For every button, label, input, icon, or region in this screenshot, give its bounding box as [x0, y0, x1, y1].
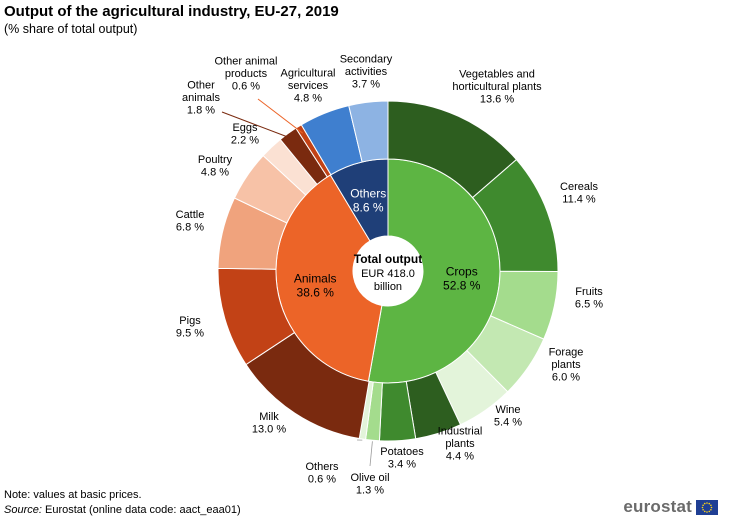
outer-value-forage-plants: 6.0 %	[552, 372, 580, 384]
outer-value-fruits: 6.5 %	[575, 298, 603, 310]
outer-label-olive-oil: Olive oil	[350, 472, 389, 484]
outer-label-other-animal-products-1: Other animal	[215, 56, 278, 68]
outer-value-poultry: 4.8 %	[201, 166, 229, 178]
outer-label-milk: Milk	[259, 411, 279, 423]
eurostat-logo: eurostat	[623, 497, 718, 517]
leader-line-other-animals	[221, 111, 292, 139]
outer-value-agricultural-services: 4.8 %	[294, 93, 322, 105]
outer-value-eggs: 2.2 %	[231, 134, 259, 146]
inner-label-crops: Crops	[446, 265, 478, 279]
outer-value-olive-oil: 1.3 %	[356, 484, 384, 496]
outer-label-secondary-activities-2: activities	[345, 66, 388, 78]
outer-label-cereals: Cereals	[560, 181, 598, 193]
eu-flag-icon	[696, 499, 718, 515]
center-group: Total output EUR 418.0 billion	[353, 236, 423, 306]
outer-value-cattle: 6.8 %	[176, 221, 204, 233]
chart-title: Output of the agricultural industry, EU-…	[4, 3, 339, 20]
outer-label-other-animals-2: animals	[182, 92, 220, 104]
outer-label-fruits: Fruits	[575, 286, 603, 298]
inner-label-animals: Animals	[294, 271, 337, 285]
outer-value-potatoes: 3.4 %	[388, 458, 416, 470]
outer-value-others: 0.6 %	[308, 473, 336, 485]
outer-label-forage-plants-1: Forage	[549, 347, 584, 359]
inner-value-others: 8.6 %	[353, 201, 384, 215]
outer-label-other-animal-products-2: products	[225, 68, 268, 80]
outer-value-pigs: 9.5 %	[176, 327, 204, 339]
leader-line-other-animal-products	[257, 98, 304, 134]
logo-text: eurostat	[623, 497, 692, 516]
outer-value-vegetables-and-horticultural-plants: 13.6 %	[480, 94, 514, 106]
outer-value-wine: 5.4 %	[494, 416, 522, 428]
outer-label-agricultural-services-1: Agricultural	[280, 68, 335, 80]
outer-ring	[217, 100, 559, 442]
outer-label-vegetables-and-horticultural-plants-1: Vegetables and	[459, 69, 535, 81]
outer-slice-secondary-activities	[348, 100, 389, 163]
inner-value-animals: 38.6 %	[297, 285, 335, 299]
outer-label-poultry: Poultry	[198, 154, 233, 166]
outer-label-wine: Wine	[495, 404, 520, 416]
leader-lines	[221, 98, 373, 467]
inner-label-others: Others	[350, 187, 386, 201]
outer-label-cattle: Cattle	[176, 209, 205, 221]
outer-label-others: Others	[305, 461, 339, 473]
center-label-value: EUR 418.0	[361, 268, 415, 280]
outer-label-forage-plants-2: plants	[551, 359, 581, 371]
source-label: Source:	[4, 504, 42, 516]
outer-value-milk: 13.0 %	[252, 423, 286, 435]
outer-label-pigs: Pigs	[179, 315, 201, 327]
outer-label-agricultural-services-2: services	[288, 80, 329, 92]
chart-source: Source: Eurostat (online data code: aact…	[4, 504, 241, 516]
chart-subtitle: (% share of total output)	[4, 22, 138, 36]
outer-value-secondary-activities: 3.7 %	[352, 79, 380, 91]
outer-label-eggs: Eggs	[232, 122, 258, 134]
chart-note: Note: values at basic prices.	[4, 489, 142, 501]
outer-label-other-animals-1: Other	[187, 80, 215, 92]
outer-label-secondary-activities-1: Secondary	[340, 54, 393, 66]
leader-line-olive-oil	[369, 441, 373, 467]
source-text: Eurostat (online data code: aact_eaa01)	[44, 504, 241, 516]
center-label-title: Total output	[354, 252, 422, 266]
outer-value-other-animal-products: 0.6 %	[232, 81, 260, 93]
outer-value-other-animals: 1.8 %	[187, 105, 215, 117]
outer-label-vegetables-and-horticultural-plants-2: horticultural plants	[452, 81, 542, 93]
outer-value-cereals: 11.4 %	[562, 193, 596, 205]
outer-label-potatoes: Potatoes	[380, 446, 424, 458]
outer-label-industrial-plants-2: plants	[445, 438, 475, 450]
center-hole	[353, 236, 423, 306]
inner-value-crops: 52.8 %	[443, 279, 481, 293]
outer-label-industrial-plants-1: Industrial	[438, 426, 483, 438]
center-label-unit: billion	[374, 281, 402, 293]
outer-value-industrial-plants: 4.4 %	[446, 451, 474, 463]
